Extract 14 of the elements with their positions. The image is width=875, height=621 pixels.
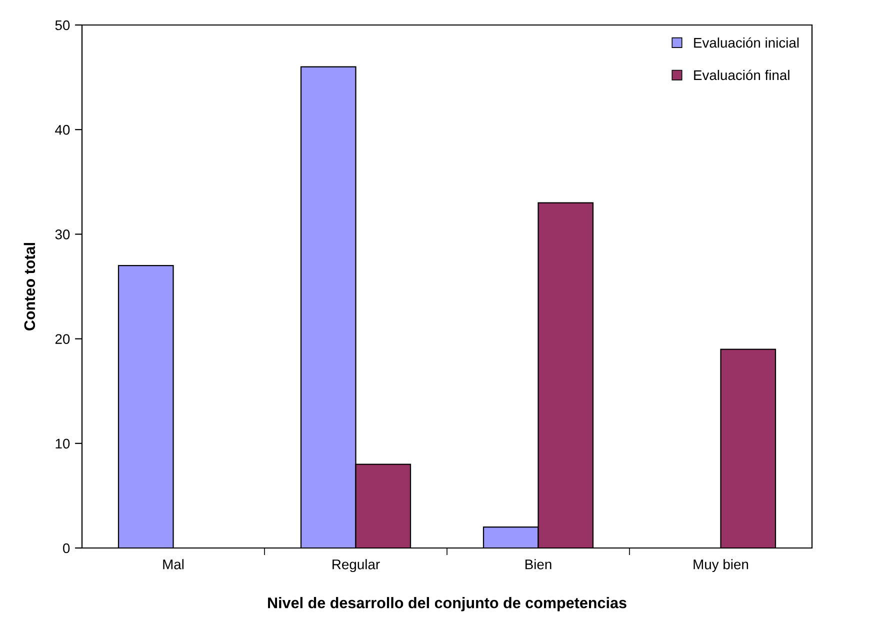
x-tick-label: Muy bien <box>694 559 748 572</box>
legend-label: Evaluación inicial <box>694 37 799 48</box>
y-tick-label: 0 <box>63 543 70 554</box>
x-tick-label: Mal <box>163 559 184 570</box>
x-tick-label: Bien <box>525 559 552 570</box>
y-tick-label: 10 <box>56 438 70 449</box>
x-tick-label: Regular <box>332 559 380 572</box>
legend-label: Evaluación final <box>694 70 790 80</box>
y-axis-title: Conteo total <box>24 243 36 330</box>
y-tick-label: 50 <box>55 20 70 30</box>
y-tick-label: 20 <box>55 334 70 344</box>
y-tick-label: 40 <box>55 124 70 135</box>
y-tick-label: 30 <box>55 230 70 240</box>
x-axis-title: Nivel de desarrollo del conjunto de competencias <box>268 597 626 612</box>
